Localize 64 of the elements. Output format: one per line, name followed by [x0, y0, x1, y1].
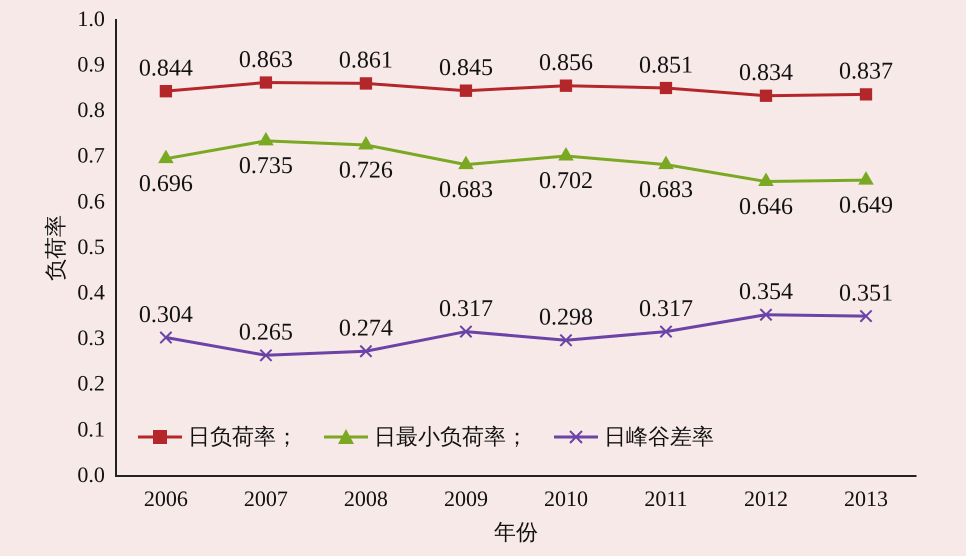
x-tick-label: 2008	[344, 486, 388, 512]
data-label: 0.696	[138, 170, 193, 197]
data-label: 0.851	[638, 52, 693, 78]
data-label: 0.683	[438, 176, 493, 203]
data-label: 0.646	[738, 194, 793, 220]
point	[359, 344, 373, 358]
data-label: 0.304	[138, 302, 193, 328]
data-label: 0.726	[338, 157, 393, 184]
y-tick-label: 0.5	[77, 234, 105, 259]
point	[559, 334, 573, 347]
x-tick-label: 2009	[444, 486, 488, 512]
x-axis-title: 年份	[494, 520, 538, 546]
point	[260, 76, 272, 89]
data-label: 0.274	[338, 316, 393, 342]
point	[560, 80, 572, 92]
x-tick-label: 2007	[244, 486, 288, 512]
point	[460, 84, 472, 97]
data-label: 0.702	[538, 168, 593, 194]
y-tick-label: 0.4	[77, 280, 105, 304]
point	[660, 82, 672, 94]
data-label: 0.834	[738, 60, 793, 86]
x-tick-label: 2012	[744, 486, 788, 512]
y-tick-label: 0.9	[77, 51, 105, 76]
data-label: 0.837	[838, 58, 893, 85]
data-label: 0.856	[538, 50, 593, 76]
data-label: 0.863	[238, 46, 293, 73]
y-tick-label: 0.6	[77, 188, 105, 214]
x-tick-label: 2013	[844, 486, 888, 512]
data-label: 0.317	[438, 296, 493, 322]
y-axis-title: 负荷率	[44, 215, 69, 282]
data-label: 0.844	[138, 55, 193, 82]
point	[259, 348, 273, 362]
data-label: 0.735	[238, 153, 293, 180]
point	[859, 309, 873, 323]
data-label: 0.649	[838, 192, 893, 218]
y-tick-label: 0.8	[77, 97, 105, 122]
point	[459, 324, 473, 338]
data-label: 0.845	[438, 55, 493, 82]
point	[860, 88, 872, 101]
point	[160, 85, 172, 98]
y-tick-label: 0.3	[77, 325, 105, 350]
data-label: 0.265	[238, 320, 293, 346]
legend-label: 日峰谷差率	[604, 424, 714, 452]
data-label: 0.354	[738, 279, 793, 305]
legend-label: 日负荷率；	[188, 424, 298, 452]
x-tick-label: 2011	[644, 486, 688, 512]
data-label: 0.298	[538, 304, 593, 331]
legend-label: 日最小负荷率；	[374, 424, 528, 452]
point	[159, 330, 173, 344]
point	[759, 308, 773, 322]
y-tick-label: 0.7	[77, 142, 105, 168]
y-tick-label: 0.2	[77, 370, 105, 396]
x-tick-label: 2006	[144, 486, 188, 512]
data-label: 0.861	[338, 48, 393, 74]
data-label: 0.683	[638, 176, 693, 203]
point	[360, 77, 372, 90]
y-tick-label: 0.1	[77, 416, 105, 442]
data-label: 0.351	[838, 280, 893, 306]
point	[659, 324, 673, 338]
y-tick-label: 1.0	[77, 6, 105, 31]
data-label: 0.317	[638, 296, 693, 322]
x-tick-label: 2010	[544, 486, 588, 512]
point	[760, 90, 772, 102]
y-tick-label: 0.0	[77, 462, 105, 487]
